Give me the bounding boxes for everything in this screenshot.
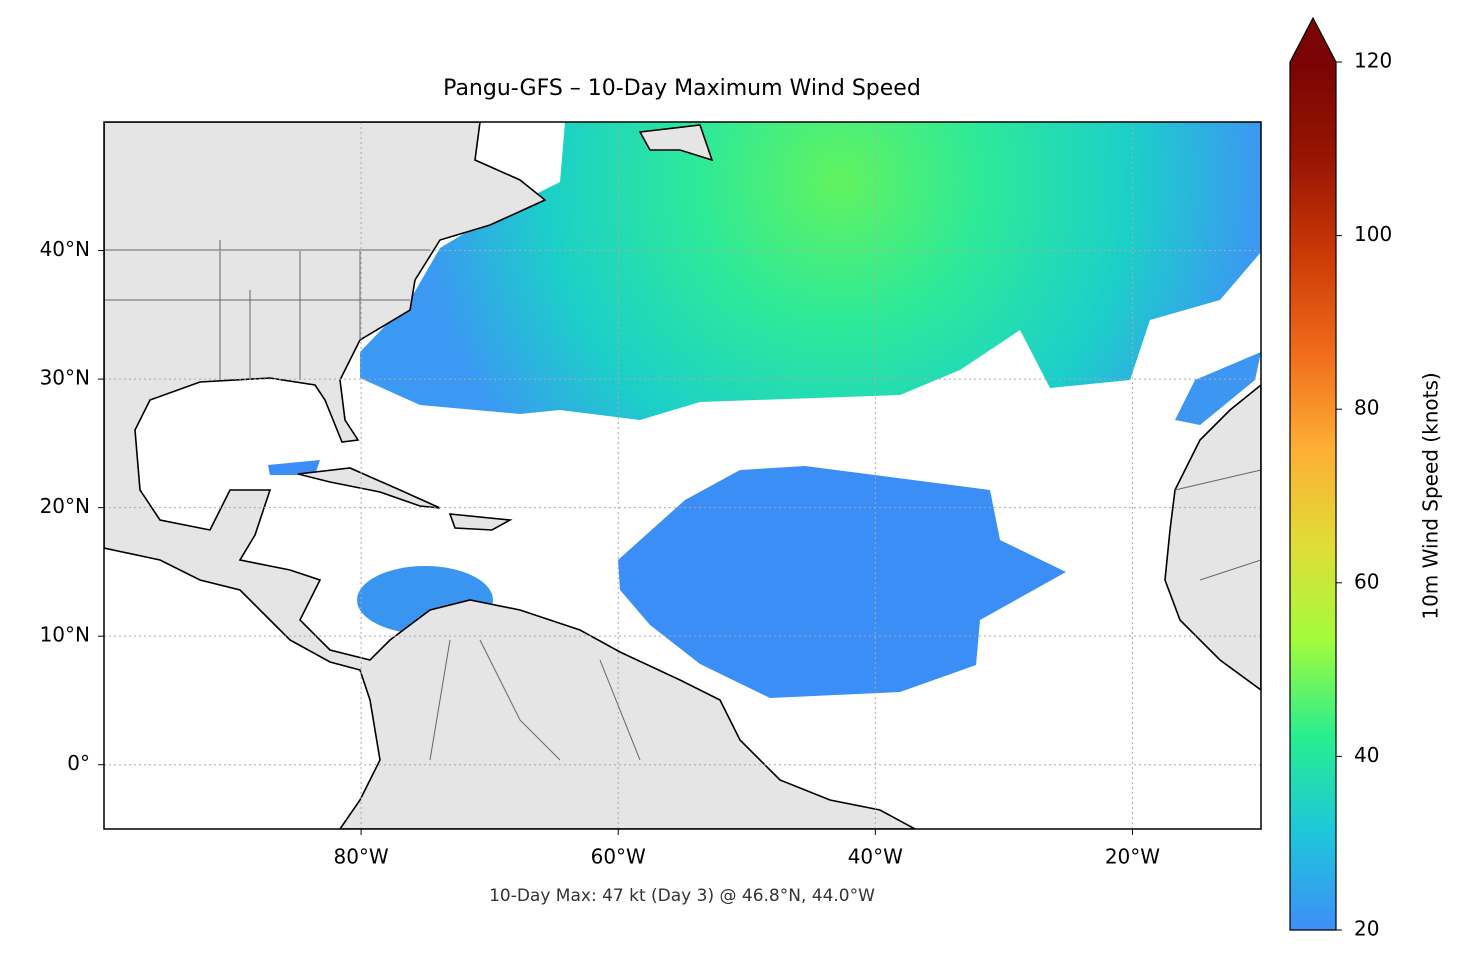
- map-frame: [103, 121, 1262, 830]
- wind-field: [1175, 352, 1261, 425]
- x-tick-label: 40°W: [848, 845, 903, 869]
- y-tick-label: 30°N: [40, 366, 90, 390]
- island: [448, 513, 513, 531]
- land: [1164, 383, 1261, 691]
- colorbar-tick-label: 40: [1354, 743, 1379, 767]
- wind-field: [268, 460, 320, 475]
- colorbar: [1290, 62, 1336, 930]
- y-tick-label: 20°N: [40, 494, 90, 518]
- island: [638, 124, 714, 162]
- y-tick-label: 40°N: [40, 237, 90, 261]
- x-tick-label: 60°W: [591, 845, 646, 869]
- x-tick-label: 80°W: [333, 845, 388, 869]
- colorbar-tick-label: 100: [1354, 222, 1392, 246]
- colorbar-extend: [1290, 18, 1336, 62]
- wind-field: [360, 122, 1261, 420]
- y-tick-label: 0°: [67, 751, 90, 775]
- map: [104, 122, 1261, 829]
- colorbar-frame: [1289, 16, 1337, 931]
- wind-field: [618, 466, 1066, 698]
- chart-title: Pangu-GFS – 10-Day Maximum Wind Speed: [443, 76, 921, 101]
- colorbar-tick-label: 60: [1354, 569, 1379, 593]
- y-tick-label: 10°N: [40, 623, 90, 647]
- island: [297, 467, 441, 509]
- colorbar-tick-label: 80: [1354, 396, 1379, 420]
- colorbar-tick-label: 20: [1354, 917, 1379, 941]
- border: [104, 240, 1261, 761]
- land: [104, 122, 916, 829]
- colorbar-tick-label: 120: [1354, 49, 1392, 73]
- x-tick-label: 20°W: [1105, 845, 1160, 869]
- colorbar-label: 10m Wind Speed (knots): [1419, 372, 1443, 619]
- annotation: 10-Day Max: 47 kt (Day 3) @ 46.8°N, 44.0…: [489, 886, 875, 906]
